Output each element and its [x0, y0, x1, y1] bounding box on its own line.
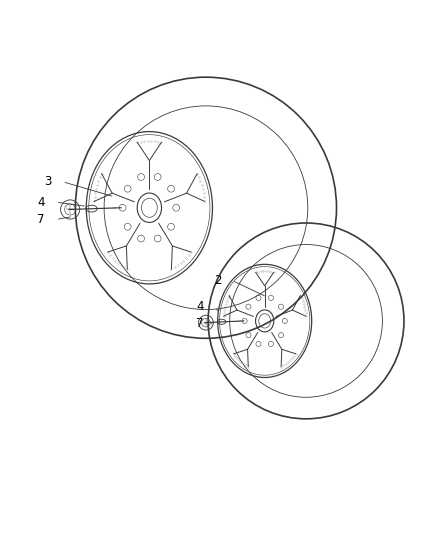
Text: 7: 7 [37, 213, 45, 226]
Text: 4: 4 [196, 301, 204, 313]
Text: 7: 7 [196, 317, 204, 329]
Text: 3: 3 [44, 175, 51, 188]
Text: 4: 4 [37, 196, 45, 208]
Text: 2: 2 [214, 274, 221, 287]
